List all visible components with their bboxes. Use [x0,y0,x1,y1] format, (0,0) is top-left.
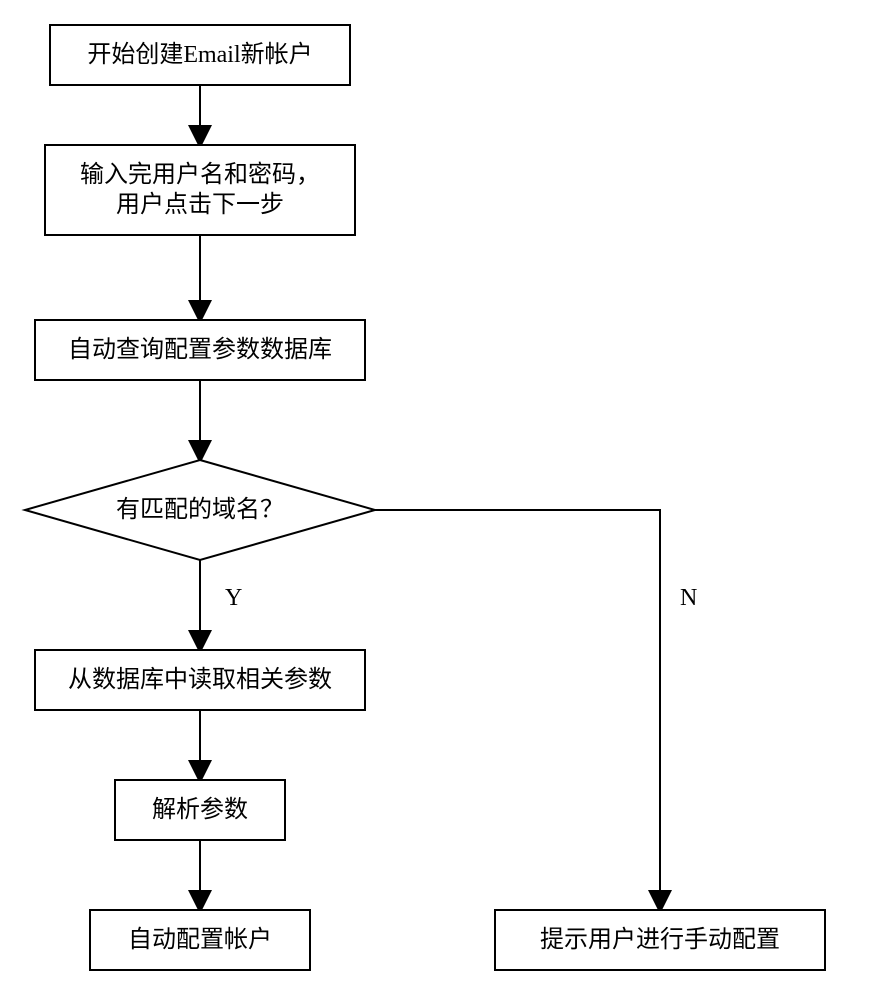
flowchart-diagram: 开始创建Email新帐户输入完用户名和密码， 用户点击下一步自动查询配置参数数据库… [0,0,872,1000]
flow-node-label: 解析参数 [152,796,248,823]
flow-node-label: 自动配置帐户 [128,926,272,953]
flow-node-label: 从数据库中读取相关参数 [68,666,332,693]
flow-node-label: 提示用户进行手动配置 [540,926,780,953]
flow-edge [375,510,660,910]
edge-label: Y [225,585,242,611]
flow-node-label: 输入完用户名和密码， [80,161,320,188]
flow-node-label: 开始创建Email新帐户 [87,41,312,68]
flow-node-label: 有匹配的域名？ [116,496,284,523]
edge-label: N [680,585,697,611]
flow-node-label: 用户点击下一步 [116,191,284,218]
flow-node-rect [45,145,355,235]
flow-node-label: 自动查询配置参数数据库 [68,336,332,363]
